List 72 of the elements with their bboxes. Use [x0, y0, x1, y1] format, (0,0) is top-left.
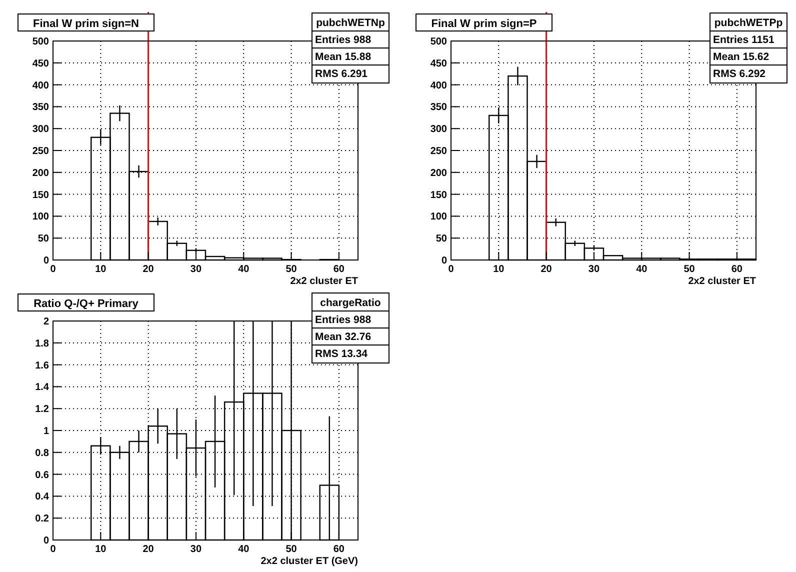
chart-title: Final W prim sign=P [431, 18, 537, 30]
y-tick-label: 0 [43, 256, 50, 266]
y-tick-label: 350 [32, 102, 50, 114]
x-tick-label: 20 [540, 264, 552, 275]
y-tick-label: 400 [32, 80, 50, 92]
x-tick-label: 50 [684, 264, 696, 275]
x-tick-label: 10 [493, 264, 505, 275]
x-axis-title: 2x2 cluster ET (GeV) [260, 556, 358, 567]
x-tick-label: 30 [190, 544, 202, 555]
x-tick-label: 0 [50, 544, 56, 555]
text: pubchWETPp [714, 17, 783, 29]
x-tick-label: 50 [286, 264, 298, 275]
y-tick-label: 1 [43, 426, 50, 437]
text: chargeRatio [320, 297, 381, 309]
text: pubchWETNp [316, 17, 385, 29]
x-tick-label: 30 [190, 264, 202, 275]
y-tick-label: 50 [436, 234, 448, 245]
x-tick-label: 60 [333, 544, 345, 555]
annotation: RMS 6.291 [315, 68, 368, 80]
x-tick-label: 50 [286, 544, 298, 555]
annotation: RMS 6.292 [713, 68, 766, 80]
x-tick-label: 10 [95, 544, 107, 555]
x-tick-label: 40 [238, 264, 250, 275]
y-tick-label: 350 [430, 102, 448, 114]
x-tick-label: 0 [448, 264, 454, 275]
x-tick-label: 30 [588, 264, 600, 275]
y-tick-label: 1.4 [35, 382, 50, 394]
y-tick-label: 50 [38, 234, 50, 245]
annotation: Mean 15.88 [315, 51, 372, 63]
x-tick-label: 0 [50, 264, 56, 275]
x-axis-title: 2x2 cluster ET [688, 276, 756, 287]
chart-title: Final W prim sign=N [32, 18, 140, 30]
y-tick-label: 1.2 [35, 404, 50, 416]
x-tick-label: 40 [238, 544, 250, 555]
x-tick-label: 10 [95, 264, 107, 275]
y-tick-label: 0.2 [35, 514, 50, 525]
y-tick-label: 100 [32, 212, 50, 223]
y-tick-label: 400 [430, 80, 448, 92]
annotation: Entries 988 [315, 34, 372, 46]
y-tick-label: 500 [32, 36, 50, 48]
x-tick-label: 40 [636, 264, 648, 275]
y-tick-label: 200 [430, 168, 448, 179]
annotation: RMS 13.34 [315, 348, 368, 360]
y-tick-label: 0.8 [35, 448, 50, 459]
y-tick-label: 0 [441, 256, 448, 266]
x-tick-label: 20 [142, 264, 154, 275]
y-tick-label: 1.8 [35, 338, 50, 350]
y-tick-label: 0 [43, 536, 50, 546]
annotation: Entries 1151 [713, 34, 774, 46]
annotation: Mean 32.76 [315, 331, 372, 343]
chart-title: Ratio Q-/Q+ Primary [34, 298, 140, 310]
y-tick-label: 250 [430, 146, 448, 157]
y-tick-label: 150 [32, 190, 50, 201]
x-tick-label: 20 [142, 544, 154, 555]
y-tick-label: 450 [430, 58, 448, 70]
y-tick-label: 1.6 [35, 360, 50, 372]
x-axis-title: 2x2 cluster ET [290, 276, 358, 287]
y-tick-label: 500 [430, 36, 448, 48]
annotation: Mean 15.62 [713, 51, 770, 63]
annotation: Entries 988 [315, 314, 372, 326]
y-tick-label: 300 [430, 124, 448, 136]
y-tick-label: 2 [43, 316, 50, 328]
y-tick-label: 200 [32, 168, 50, 179]
x-tick-label: 60 [731, 264, 743, 275]
y-tick-label: 0.6 [35, 470, 50, 481]
y-tick-label: 450 [32, 58, 50, 70]
y-tick-label: 300 [32, 124, 50, 136]
y-tick-label: 100 [430, 212, 448, 223]
y-tick-label: 250 [32, 146, 50, 157]
y-tick-label: 150 [430, 190, 448, 201]
y-tick-label: 0.4 [35, 492, 50, 503]
x-tick-label: 60 [333, 264, 345, 275]
